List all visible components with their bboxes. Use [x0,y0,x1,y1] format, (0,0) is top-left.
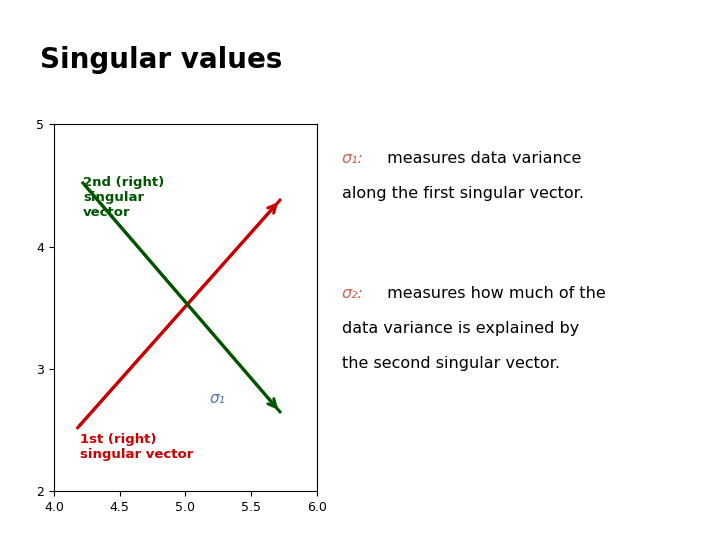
Text: 2nd (right)
singular
vector: 2nd (right) singular vector [83,176,164,219]
Text: measures how much of the: measures how much of the [382,286,606,301]
Text: measures data variance: measures data variance [382,151,581,166]
Text: the second singular vector.: the second singular vector. [342,356,560,372]
Text: σ₁: σ₁ [209,391,225,406]
Text: σ₂:: σ₂: [342,286,364,301]
Text: along the first singular vector.: along the first singular vector. [342,186,584,201]
Text: Singular values: Singular values [40,46,282,74]
Text: σ₁:: σ₁: [342,151,364,166]
Text: 1st (right)
singular vector: 1st (right) singular vector [80,433,194,461]
Text: data variance is explained by: data variance is explained by [342,321,580,336]
